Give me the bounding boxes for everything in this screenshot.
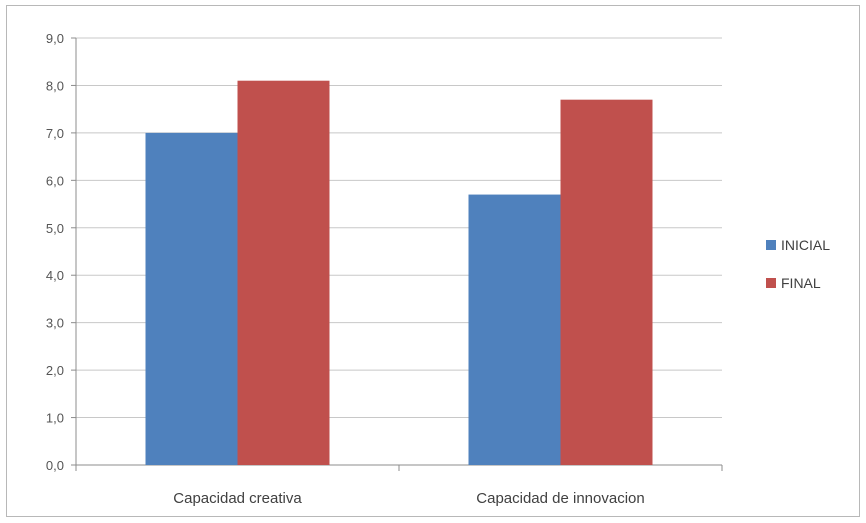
bar-inicial bbox=[145, 132, 238, 465]
y-tick-label: 0,0 bbox=[46, 458, 64, 473]
y-tick-label: 1,0 bbox=[46, 411, 64, 426]
y-tick-label: 5,0 bbox=[46, 221, 64, 236]
legend-label-inicial: INICIAL bbox=[781, 237, 830, 253]
legend: INICIAL FINAL bbox=[766, 237, 830, 291]
legend-swatch-inicial bbox=[766, 240, 776, 250]
bar-final bbox=[560, 99, 653, 465]
y-tick-label: 6,0 bbox=[46, 173, 64, 188]
axis-labels: 0,0 1,0 2,0 3,0 4,0 5,0 6,0 7,0 8,0 9,0 Capacidad … bbox=[46, 31, 645, 507]
bars bbox=[145, 80, 653, 466]
x-category-label: Capacidad de innovacion bbox=[476, 490, 644, 507]
y-tick-label: 8,0 bbox=[46, 78, 64, 93]
y-tick-label: 9,0 bbox=[46, 31, 64, 46]
y-tick-label: 4,0 bbox=[46, 268, 64, 283]
x-category-label: Capacidad creativa bbox=[173, 490, 302, 507]
y-tick-label: 7,0 bbox=[46, 126, 64, 141]
bar-final bbox=[237, 80, 330, 465]
bar-inicial bbox=[468, 194, 561, 466]
legend-swatch-final bbox=[766, 278, 776, 288]
y-tick-label: 2,0 bbox=[46, 363, 64, 378]
legend-label-final: FINAL bbox=[781, 275, 821, 291]
y-tick-label: 3,0 bbox=[46, 316, 64, 331]
